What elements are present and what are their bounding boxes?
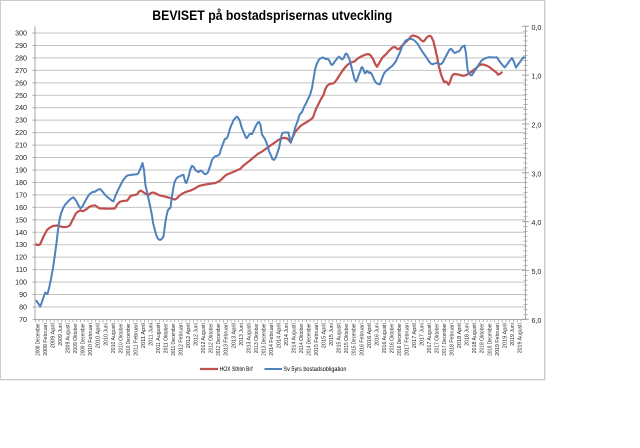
svg-text:6,0: 6,0 bbox=[531, 316, 541, 324]
svg-text:270: 270 bbox=[15, 66, 27, 74]
svg-text:2018 Oktober: 2018 Oktober bbox=[479, 323, 485, 353]
svg-text:2009 Oktober: 2009 Oktober bbox=[73, 323, 79, 353]
svg-text:120: 120 bbox=[15, 253, 27, 261]
svg-text:2016 Oktober: 2016 Oktober bbox=[389, 323, 395, 353]
svg-text:100: 100 bbox=[15, 278, 27, 286]
svg-text:200: 200 bbox=[15, 154, 27, 162]
svg-text:2015 Februari: 2015 Februari bbox=[314, 323, 320, 356]
svg-text:2015 December: 2015 December bbox=[351, 323, 357, 356]
svg-text:2,0: 2,0 bbox=[531, 121, 541, 129]
svg-text:90: 90 bbox=[19, 291, 27, 299]
svg-text:5,0: 5,0 bbox=[531, 268, 541, 276]
svg-text:2019 Februari: 2019 Februari bbox=[494, 323, 500, 356]
svg-text:130: 130 bbox=[15, 241, 27, 249]
svg-text:2012 December: 2012 December bbox=[216, 323, 222, 356]
svg-text:2009 December: 2009 December bbox=[80, 323, 86, 356]
svg-text:2014 Juni: 2014 Juni bbox=[283, 323, 289, 346]
svg-text:2011 April: 2011 April bbox=[140, 323, 146, 348]
svg-text:290: 290 bbox=[15, 41, 27, 49]
svg-text:2018 April: 2018 April bbox=[457, 323, 463, 348]
svg-text:2013 Juni: 2013 Juni bbox=[238, 323, 244, 346]
svg-text:2013 December: 2013 December bbox=[261, 323, 267, 356]
svg-text:2014 Augusti: 2014 Augusti bbox=[291, 323, 297, 353]
svg-text:2018 Juni: 2018 Juni bbox=[464, 323, 470, 346]
svg-text:2017 Oktober: 2017 Oktober bbox=[434, 323, 440, 353]
svg-text:2010 Juni: 2010 Juni bbox=[103, 323, 109, 346]
svg-text:150: 150 bbox=[15, 216, 27, 224]
svg-text:2009 Juni: 2009 Juni bbox=[58, 323, 64, 346]
svg-text:260: 260 bbox=[15, 79, 27, 87]
svg-text:2009 Augusti: 2009 Augusti bbox=[65, 323, 71, 353]
svg-text:2015 Oktober: 2015 Oktober bbox=[344, 323, 350, 353]
svg-text:2010 April: 2010 April bbox=[95, 323, 101, 348]
svg-text:Sv 5yrs bostadsobligation: Sv 5yrs bostadsobligation bbox=[283, 367, 346, 373]
svg-text:2015 April: 2015 April bbox=[321, 323, 327, 348]
svg-text:2011 Februari: 2011 Februari bbox=[133, 323, 139, 356]
svg-text:2009 Februari: 2009 Februari bbox=[43, 323, 49, 356]
svg-text:2014 April: 2014 April bbox=[276, 323, 282, 348]
svg-text:300: 300 bbox=[15, 29, 27, 37]
svg-text:2015 Juni: 2015 Juni bbox=[329, 323, 335, 346]
svg-text:2013 Augusti: 2013 Augusti bbox=[246, 323, 252, 353]
svg-text:80: 80 bbox=[19, 303, 27, 311]
svg-text:2017 April: 2017 April bbox=[411, 323, 417, 348]
svg-text:2013 April: 2013 April bbox=[231, 323, 237, 348]
svg-text:2017 December: 2017 December bbox=[442, 323, 448, 356]
svg-text:HOX Sthlm Brf: HOX Sthlm Brf bbox=[219, 367, 252, 373]
svg-text:2012 Oktober: 2012 Oktober bbox=[208, 323, 214, 353]
svg-text:230: 230 bbox=[15, 116, 27, 124]
svg-text:160: 160 bbox=[15, 203, 27, 211]
svg-text:2010 Oktober: 2010 Oktober bbox=[118, 323, 124, 353]
svg-text:2012 Februari: 2012 Februari bbox=[178, 323, 184, 356]
svg-text:70: 70 bbox=[19, 315, 27, 323]
svg-text:2018 Augusti: 2018 Augusti bbox=[472, 323, 478, 353]
svg-text:BEVISET på bostadsprisernas ut: BEVISET på bostadsprisernas utveckling bbox=[152, 8, 392, 23]
svg-text:250: 250 bbox=[15, 91, 27, 99]
svg-text:170: 170 bbox=[15, 191, 27, 199]
svg-text:4,0: 4,0 bbox=[531, 219, 541, 227]
svg-text:2011 Juni: 2011 Juni bbox=[148, 323, 154, 346]
svg-text:3,0: 3,0 bbox=[531, 170, 541, 178]
svg-text:180: 180 bbox=[15, 178, 27, 186]
svg-text:1,0: 1,0 bbox=[531, 72, 541, 80]
svg-text:2016 Februari: 2016 Februari bbox=[359, 323, 365, 356]
svg-text:2017 Augusti: 2017 Augusti bbox=[427, 323, 433, 353]
svg-text:190: 190 bbox=[15, 166, 27, 174]
svg-text:2019 Augusti: 2019 Augusti bbox=[517, 323, 523, 353]
svg-text:220: 220 bbox=[15, 129, 27, 137]
svg-text:2011 Augusti: 2011 Augusti bbox=[155, 323, 161, 353]
svg-text:2016 December: 2016 December bbox=[396, 323, 402, 356]
svg-text:2013 Februari: 2013 Februari bbox=[223, 323, 229, 356]
svg-text:2016 Juni: 2016 Juni bbox=[374, 323, 380, 346]
svg-text:2010 December: 2010 December bbox=[125, 323, 131, 356]
svg-text:2010 Februari: 2010 Februari bbox=[88, 323, 94, 356]
svg-text:2016 Augusti: 2016 Augusti bbox=[381, 323, 387, 353]
svg-text:110: 110 bbox=[15, 266, 26, 274]
svg-text:2012 Augusti: 2012 Augusti bbox=[201, 323, 207, 353]
svg-text:2014 Oktober: 2014 Oktober bbox=[299, 323, 305, 353]
svg-text:2016 April: 2016 April bbox=[366, 323, 372, 348]
svg-text:2009 April: 2009 April bbox=[50, 323, 56, 348]
svg-text:140: 140 bbox=[15, 228, 27, 236]
svg-text:2018 Februari: 2018 Februari bbox=[449, 323, 455, 356]
svg-text:2012 Juni: 2012 Juni bbox=[193, 323, 199, 346]
svg-text:2018 December: 2018 December bbox=[487, 323, 493, 356]
svg-text:2011 December: 2011 December bbox=[171, 323, 177, 356]
svg-text:2012 April: 2012 April bbox=[186, 323, 192, 348]
svg-text:2017 Juni: 2017 Juni bbox=[419, 323, 425, 346]
svg-text:2019 April: 2019 April bbox=[502, 323, 508, 348]
svg-text:2017 Februari: 2017 Februari bbox=[404, 323, 410, 356]
svg-text:280: 280 bbox=[15, 54, 27, 62]
svg-text:2019 Juni: 2019 Juni bbox=[509, 323, 515, 346]
svg-text:2011 Oktober: 2011 Oktober bbox=[163, 323, 169, 353]
svg-text:2013 Oktober: 2013 Oktober bbox=[253, 323, 259, 353]
svg-text:2010 Augusti: 2010 Augusti bbox=[110, 323, 116, 353]
svg-text:2015 Augusti: 2015 Augusti bbox=[336, 323, 342, 353]
svg-text:2008 December: 2008 December bbox=[35, 323, 41, 356]
svg-text:2014 Februari: 2014 Februari bbox=[268, 323, 274, 356]
svg-text:240: 240 bbox=[15, 104, 27, 112]
svg-text:0,0: 0,0 bbox=[531, 23, 541, 31]
svg-text:2014 December: 2014 December bbox=[306, 323, 312, 356]
svg-text:210: 210 bbox=[15, 141, 27, 149]
